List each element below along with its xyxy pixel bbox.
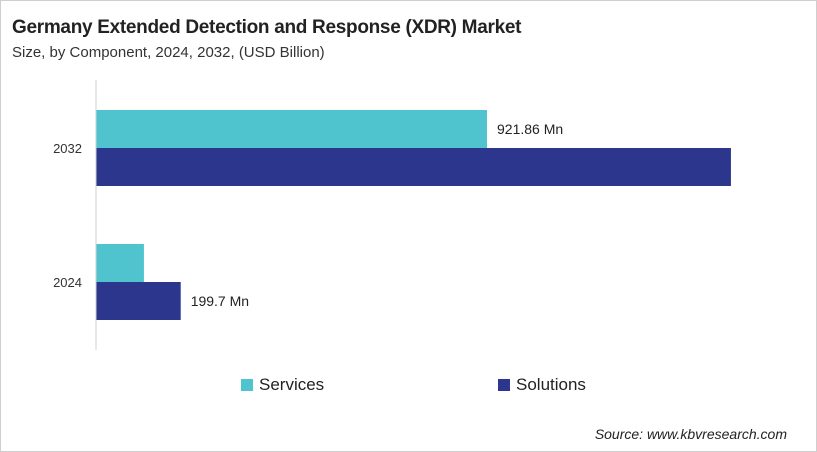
- chart-subtitle: Size, by Component, 2024, 2032, (USD Bil…: [12, 44, 325, 61]
- data-label-solutions-2024: 199.7 Mn: [191, 293, 249, 309]
- bar-services-2032: [96, 110, 487, 148]
- bar-solutions-2024: [96, 282, 181, 320]
- data-label-services-2032: 921.86 Mn: [497, 121, 563, 137]
- bar-solutions-2032: [96, 148, 731, 186]
- chart-title: Germany Extended Detection and Response …: [12, 17, 522, 38]
- legend-item-services: Services: [241, 375, 324, 395]
- legend-swatch-services: [241, 379, 253, 391]
- y-tick-label-2032: 2032: [53, 141, 82, 156]
- source-note: Source: www.kbvresearch.com: [594, 426, 787, 442]
- legend-item-solutions: Solutions: [498, 375, 586, 395]
- bar-services-2024: [96, 244, 144, 282]
- legend-swatch-solutions: [498, 379, 510, 391]
- y-tick-label-2024: 2024: [53, 275, 82, 290]
- legend-label-services: Services: [259, 375, 325, 394]
- legend-label-solutions: Solutions: [516, 375, 586, 394]
